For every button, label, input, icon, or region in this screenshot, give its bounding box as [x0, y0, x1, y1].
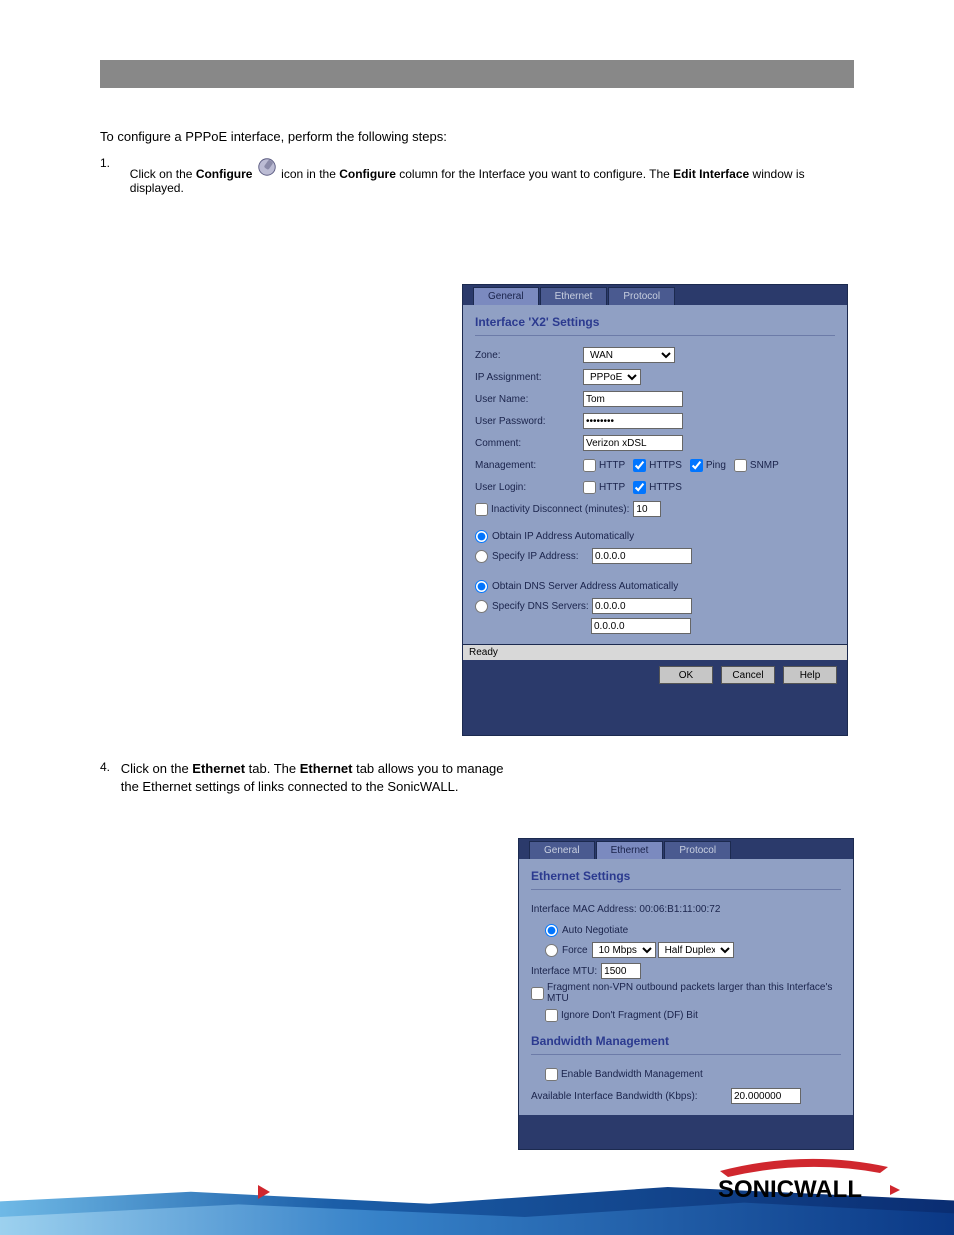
fragment-label: Fragment non-VPN outbound packets larger… [547, 982, 841, 1004]
tab-ethernet[interactable]: Ethernet [540, 287, 608, 305]
ethernet-word2: Ethernet [300, 761, 353, 776]
configure-icon [256, 156, 278, 178]
specify-ip-radio[interactable] [475, 550, 488, 563]
svg-text:SONICWALL: SONICWALL [718, 1176, 862, 1203]
inactivity-input[interactable] [633, 501, 661, 517]
obtain-ip-label: Obtain IP Address Automatically [492, 531, 634, 542]
avail-bw-label: Available Interface Bandwidth (Kbps): [531, 1091, 731, 1102]
username-label: User Name: [475, 394, 583, 405]
ignore-df-checkbox[interactable] [545, 1009, 558, 1022]
header-bar [100, 60, 854, 88]
ul-https-label: HTTPS [633, 481, 682, 494]
tabs: General Ethernet Protocol [519, 839, 853, 859]
mtu-label: Interface MTU: [531, 966, 597, 977]
mgmt-http-label: HTTP [583, 459, 625, 472]
sonicwall-logo: SONICWALL [710, 1157, 900, 1205]
step-4: 4. Click on the Ethernet tab. The Ethern… [100, 760, 510, 806]
specify-dns-label: Specify DNS Servers: [492, 601, 592, 612]
step-text-part2: icon in the [281, 167, 339, 181]
specify-ip-label: Specify IP Address: [492, 551, 592, 562]
ip-assignment-select[interactable]: PPPoE [583, 369, 641, 385]
enable-bw-checkbox[interactable] [545, 1068, 558, 1081]
divider [531, 1054, 841, 1055]
tab-general[interactable]: General [529, 841, 595, 859]
ethernet-word: Ethernet [192, 761, 245, 776]
zone-select[interactable]: WAN [583, 347, 675, 363]
auto-negotiate-radio[interactable] [545, 924, 558, 937]
ethernet-title: Ethernet Settings [531, 869, 841, 883]
zone-label: Zone: [475, 350, 583, 361]
enable-bw-label: Enable Bandwidth Management [561, 1069, 703, 1080]
dns1-input[interactable] [592, 598, 692, 614]
tab-protocol[interactable]: Protocol [608, 287, 675, 305]
status-bar: Ready [463, 644, 847, 660]
comment-input[interactable] [583, 435, 683, 451]
tabs: General Ethernet Protocol [463, 285, 847, 305]
mac-address-row: Interface MAC Address: 00:06:B1:11:00:72 [531, 898, 841, 920]
section-title: Interface 'X2' Settings [475, 315, 835, 329]
mgmt-ping-checkbox[interactable] [690, 459, 703, 472]
step-text-part3: column for the Interface you want to con… [399, 167, 673, 181]
step-1: 1. Click on the Configure icon in the Co… [100, 156, 854, 195]
triangle-icon [258, 1185, 270, 1199]
username-input[interactable] [583, 391, 683, 407]
obtain-dns-label: Obtain DNS Server Address Automatically [492, 581, 678, 592]
ignore-df-label: Ignore Don't Fragment (DF) Bit [561, 1010, 698, 1021]
specify-ip-input[interactable] [592, 548, 692, 564]
force-label: Force [562, 945, 588, 956]
user-login-label: User Login: [475, 482, 583, 493]
password-label: User Password: [475, 416, 583, 427]
mgmt-ping-label: Ping [690, 459, 726, 472]
auto-negotiate-label: Auto Negotiate [562, 925, 628, 936]
mgmt-http-checkbox[interactable] [583, 459, 596, 472]
divider [531, 889, 841, 890]
footer: SONICWALL [0, 1145, 954, 1235]
specify-dns-radio[interactable] [475, 600, 488, 613]
cancel-button[interactable]: Cancel [721, 666, 775, 684]
configure-col-word: Configure [339, 167, 396, 181]
dns2-input[interactable] [591, 618, 691, 634]
force-radio[interactable] [545, 944, 558, 957]
inactivity-checkbox[interactable] [475, 503, 488, 516]
configure-word: Configure [196, 167, 253, 181]
mgmt-https-label: HTTPS [633, 459, 682, 472]
mgmt-https-checkbox[interactable] [633, 459, 646, 472]
ok-button[interactable]: OK [659, 666, 713, 684]
tab-general[interactable]: General [473, 287, 539, 305]
tab-protocol[interactable]: Protocol [664, 841, 731, 859]
obtain-dns-radio[interactable] [475, 580, 488, 593]
mgmt-snmp-checkbox[interactable] [734, 459, 747, 472]
avail-bw-input[interactable] [731, 1088, 801, 1104]
edit-interface-dialog: General Ethernet Protocol Interface 'X2'… [462, 284, 848, 736]
bandwidth-title: Bandwidth Management [531, 1034, 841, 1048]
dialog-body: Ethernet Settings Interface MAC Address:… [519, 859, 853, 1115]
step-text-part1: Click on the [130, 167, 196, 181]
ul-http-label: HTTP [583, 481, 625, 494]
intro-text: To configure a PPPoE interface, perform … [100, 128, 854, 146]
management-label: Management: [475, 460, 583, 471]
ethernet-settings-dialog: General Ethernet Protocol Ethernet Setti… [518, 838, 854, 1150]
ul-http-checkbox[interactable] [583, 481, 596, 494]
ip-assignment-label: IP Assignment: [475, 372, 583, 383]
inactivity-label: Inactivity Disconnect (minutes): [491, 504, 629, 515]
mgmt-snmp-label: SNMP [734, 459, 779, 472]
mtu-input[interactable] [601, 963, 641, 979]
dialog-body: Interface 'X2' Settings Zone: WAN IP Ass… [463, 305, 847, 644]
tab-ethernet[interactable]: Ethernet [596, 841, 664, 859]
edit-interface-word: Edit Interface [673, 167, 749, 181]
step-number: 4. [100, 760, 111, 774]
password-input[interactable] [583, 413, 683, 429]
force-duplex-select[interactable]: Half Duplex [658, 942, 734, 958]
comment-label: Comment: [475, 438, 583, 449]
obtain-ip-radio[interactable] [475, 530, 488, 543]
ul-https-checkbox[interactable] [633, 481, 646, 494]
step-number: 1. [100, 156, 120, 170]
help-button[interactable]: Help [783, 666, 837, 684]
fragment-checkbox[interactable] [531, 987, 544, 1000]
force-speed-select[interactable]: 10 Mbps [592, 942, 656, 958]
divider [475, 335, 835, 336]
